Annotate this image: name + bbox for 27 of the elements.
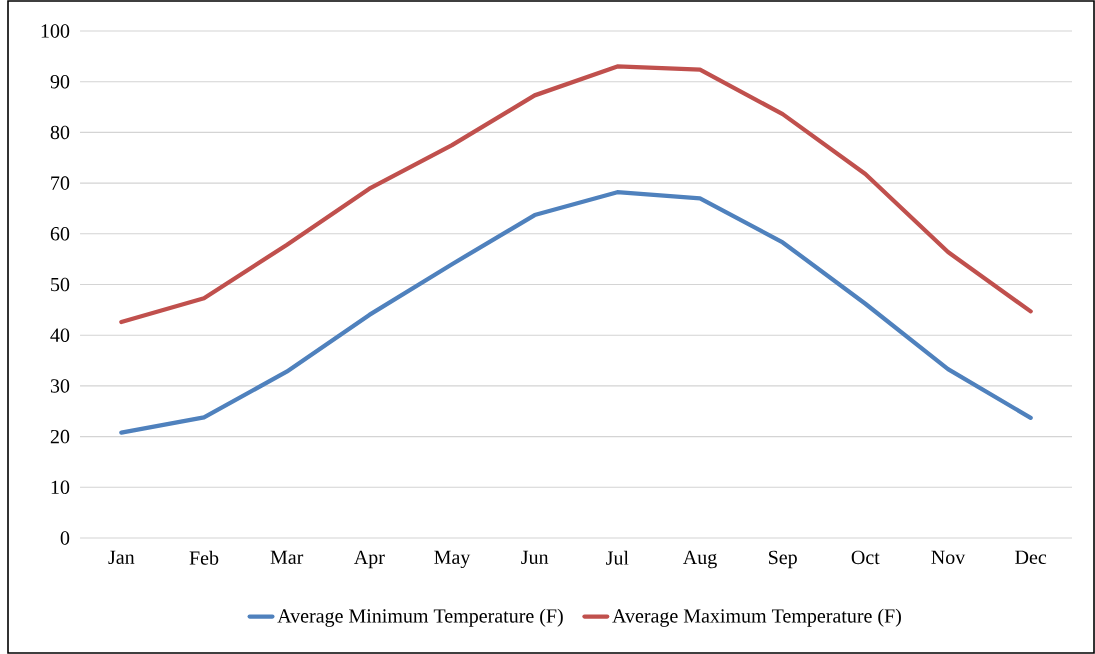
y-tick-label: 50 [51, 277, 70, 292]
y-tick-label: 100 [41, 24, 70, 38]
y-tick-label: 0 [60, 531, 70, 545]
y-tick-label: 30 [50, 379, 70, 393]
legend-label: Average Minimum Temperature (F) [277, 608, 563, 627]
line-series [119, 190, 1033, 435]
x-tick-label: Nov [931, 550, 966, 564]
line-series [119, 64, 1033, 325]
x-tick-label: Jan [108, 550, 135, 564]
x-tick-label: Mar [270, 550, 304, 564]
y-tick-label: 90 [50, 74, 70, 89]
x-tick-label: Dec [1015, 550, 1047, 564]
y-tick-label: 80 [50, 125, 70, 140]
x-tick-label: Aug [682, 550, 717, 569]
x-tick-label: Jun [521, 550, 549, 564]
y-tick-label: 60 [50, 227, 70, 241]
y-tick-label: 40 [50, 328, 70, 342]
legend-label: Average Maximum Temperature (F) [612, 608, 901, 627]
y-tick-label: 20 [50, 429, 70, 444]
x-tick-label: Oct [851, 550, 880, 565]
x-tick-label: Feb [189, 550, 219, 565]
y-tick-label: 10 [51, 480, 70, 495]
x-tick-label: Jul [606, 550, 629, 565]
x-tick-label: May [434, 550, 471, 569]
x-tick-label: Sep [769, 550, 797, 569]
x-tick-label: Apr [353, 550, 385, 569]
y-tick-label: 70 [51, 176, 70, 190]
